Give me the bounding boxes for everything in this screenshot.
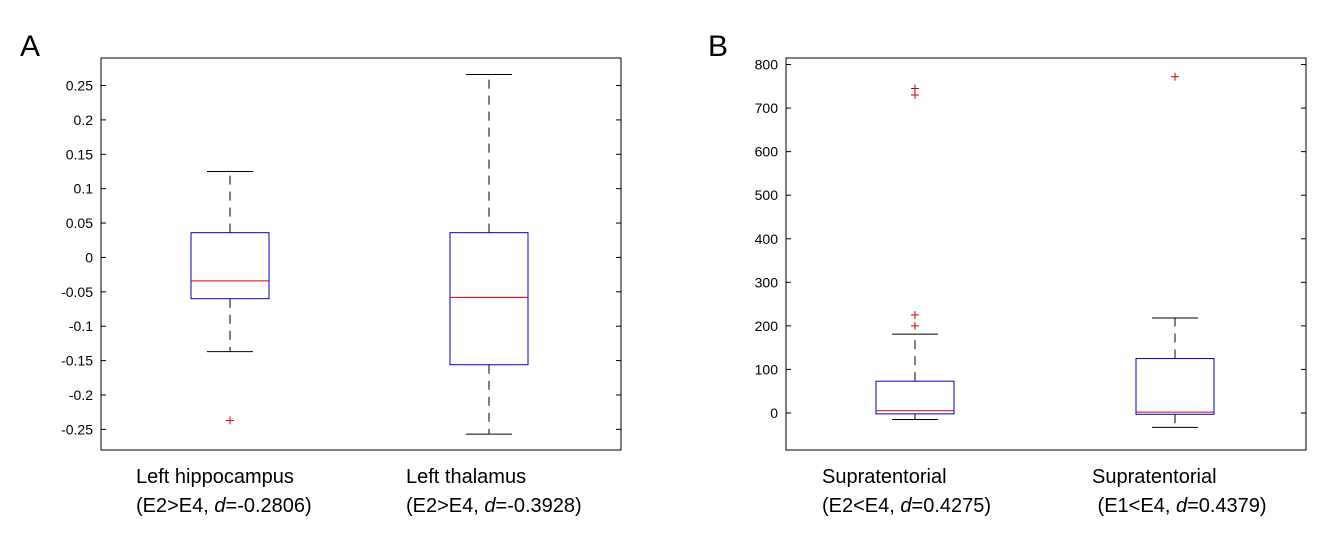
- panel-a-box-2: [449, 74, 529, 435]
- panel-a-boxes: [190, 74, 529, 435]
- panel-a-y-ticks: 0.25 0.2 0.15 0.1 0.05 0 -0.05 -0.1 -0.15 -0.2 -0.…: [61, 78, 621, 437]
- panel-b-y-ticks: 800 700 600 500 400 300 200 100 0: [755, 57, 1306, 421]
- panel-a-category-label-2-line1: Left thalamus: [406, 466, 526, 488]
- panel-a-y-tick-label: 0.25: [66, 78, 93, 94]
- panel-a-y-tick-label: -0.2: [69, 387, 93, 403]
- panel-b-category-label-2-line1: Supratentorial: [1092, 466, 1217, 488]
- panel-b-y-tick-label: 300: [755, 274, 779, 290]
- panel-a-category-label-2-line2: (E2>E4, d=-0.3928): [406, 495, 582, 517]
- panel-b-boxes: [875, 72, 1215, 428]
- panel-b-y-tick-label: 700: [755, 100, 779, 116]
- panel-b-y-tick-label: 0: [770, 405, 778, 421]
- panel-a-y-tick-label: 0.05: [66, 215, 93, 231]
- panel-b-y-tick-label: 600: [755, 144, 779, 160]
- outlier-marker: [911, 84, 919, 93]
- panel-a-category-label-1-line1: Left hippocampus: [136, 466, 294, 488]
- outlier-marker: [911, 310, 919, 319]
- panel-b-category-label-1-line1: Supratentorial: [822, 466, 947, 488]
- panel-b-y-tick-label: 500: [755, 187, 779, 203]
- panel-b-category-label-1-line2: (E2<E4, d=0.4275): [822, 495, 991, 517]
- outlier-marker: [911, 321, 919, 330]
- panel-b-y-tick-label: 100: [755, 361, 779, 377]
- panel-b-y-tick-label: 200: [755, 318, 779, 334]
- panel-b-letter: B: [708, 30, 728, 63]
- panel-a-category-label-1-line2: (E2>E4, d=-0.2806): [136, 495, 312, 517]
- panel-b-box-2: [1135, 72, 1215, 428]
- panel-a-y-tick-label: -0.15: [61, 353, 93, 369]
- panel-a-y-tick-label: -0.25: [61, 421, 93, 437]
- iqr-box: [875, 380, 955, 415]
- panel-b-box-1: [875, 84, 955, 421]
- outlier-marker: [1171, 72, 1179, 81]
- panel-a-box-1: [190, 170, 270, 425]
- panel-a-y-tick-label: 0.2: [74, 112, 94, 128]
- panel-a-letter: A: [20, 30, 40, 63]
- panel-b: B 800 700 600 500 400 300 200 100 0 Supratentori…: [708, 30, 1307, 517]
- iqr-box: [1135, 358, 1215, 415]
- panel-a-y-tick-label: -0.05: [61, 284, 93, 300]
- panel-a-y-tick-label: 0.1: [74, 181, 94, 197]
- panel-a-y-tick-label: 0.15: [66, 146, 93, 162]
- panel-b-y-tick-label: 800: [755, 57, 779, 73]
- panel-b-axes-frame: [785, 57, 1307, 451]
- panel-a-axes-frame: [100, 57, 622, 451]
- outlier-marker: [226, 416, 234, 425]
- iqr-box: [190, 232, 270, 300]
- panel-a: A 0.25 0.2 0.15 0.1 0.05 0 -0.05 -0.1 -0.15 -0.2 -…: [20, 30, 622, 517]
- panel-b-y-tick-label: 400: [755, 231, 779, 247]
- panel-a-y-tick-label: -0.1: [69, 318, 93, 334]
- iqr-box: [449, 232, 529, 366]
- panel-b-category-label-2-line2: (E1<E4, d=0.4379): [1092, 495, 1267, 517]
- panel-a-y-tick-label: 0: [85, 249, 93, 265]
